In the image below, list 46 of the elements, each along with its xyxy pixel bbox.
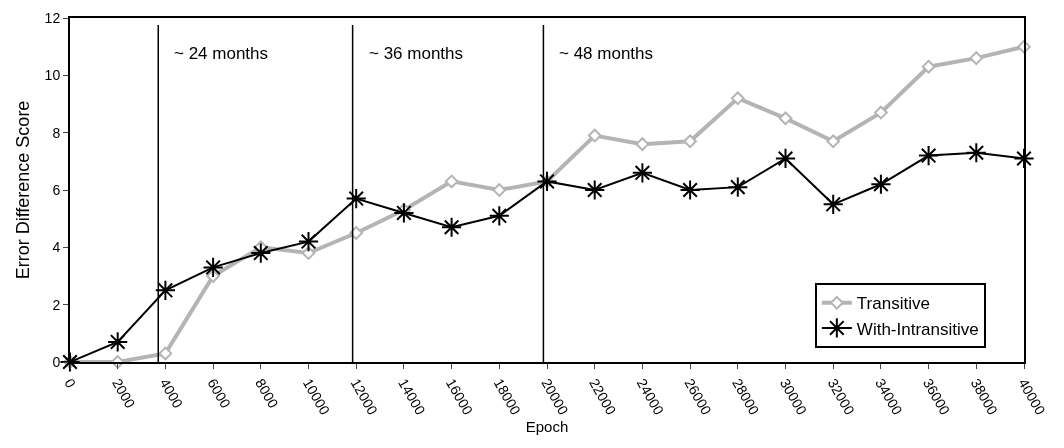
point: [158, 346, 173, 361]
point: [826, 134, 841, 149]
point: [683, 134, 697, 149]
point: [969, 51, 984, 65]
y-tick-label: 4: [52, 239, 61, 256]
legend-label: Transitive: [856, 294, 930, 314]
ref-line-label: ~ 24 months: [174, 44, 269, 63]
y-tick-label: 10: [44, 67, 61, 84]
point: [1013, 147, 1035, 170]
point: [774, 147, 797, 170]
point: [965, 142, 987, 164]
point: [297, 231, 320, 253]
y-tick-label: 2: [52, 296, 61, 313]
y-axis-title: Error Difference Score: [13, 100, 34, 280]
point: [393, 202, 415, 224]
point: [635, 137, 650, 151]
point: [441, 216, 463, 238]
y-tick-label: 8: [52, 124, 61, 141]
point: [727, 176, 749, 198]
point: [349, 226, 364, 240]
point: [107, 331, 129, 353]
ref-line-label: ~ 48 months: [559, 44, 654, 63]
point: [679, 179, 701, 201]
point: [444, 174, 459, 189]
point: [730, 91, 745, 106]
point: [870, 173, 892, 195]
legend-label: With-Intransitive: [856, 319, 979, 339]
ref-line-label: ~ 36 months: [369, 44, 464, 63]
point: [250, 242, 272, 264]
y-tick-label: 6: [52, 181, 61, 198]
y-tick-label: 0: [52, 353, 61, 370]
x-axis-title: Epoch: [525, 417, 569, 435]
point: [822, 193, 844, 215]
point: [921, 59, 936, 74]
point: [587, 128, 602, 143]
point: [918, 145, 940, 167]
point: [488, 205, 510, 227]
point: [631, 162, 653, 184]
point: [345, 188, 367, 210]
y-tick-label: 12: [44, 9, 61, 26]
point: [202, 256, 224, 278]
point: [154, 279, 176, 301]
point: [584, 179, 606, 201]
point: [778, 111, 793, 126]
point: [874, 105, 888, 120]
point: [492, 183, 507, 197]
